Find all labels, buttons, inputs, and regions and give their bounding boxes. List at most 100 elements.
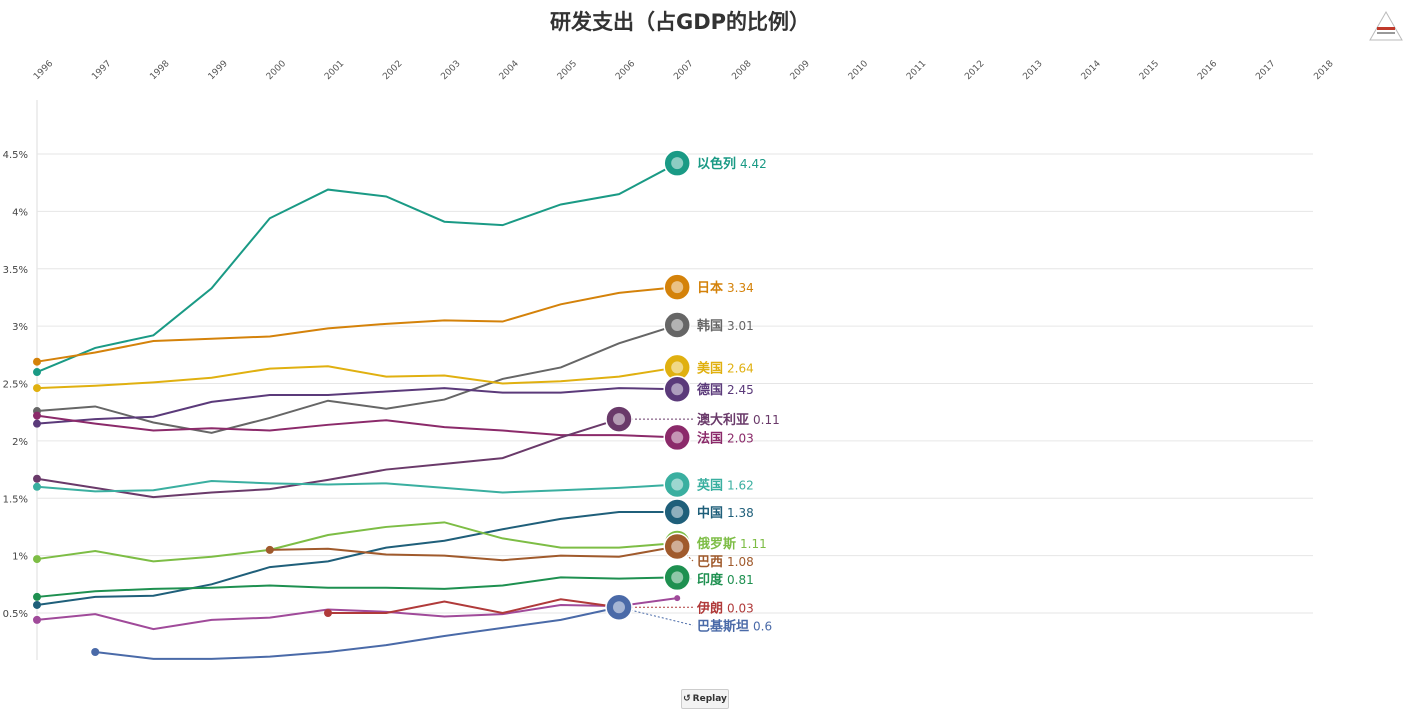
series-line	[36, 387, 678, 425]
series-label: 英国	[696, 477, 723, 493]
series-start-marker	[33, 411, 41, 420]
series-line	[36, 480, 678, 494]
flag-emblem	[671, 431, 684, 444]
series-label: 法国	[697, 430, 723, 446]
series-start-marker	[33, 615, 41, 624]
series-label: 中国	[697, 505, 723, 521]
series-label: 以色列	[697, 156, 736, 172]
series-line	[269, 545, 678, 562]
y-tick-label: 3%	[12, 322, 28, 333]
series-line	[328, 598, 620, 615]
series-value-label: 2.03	[727, 431, 754, 445]
chart-title: 研发支出（占GDP的比例）	[549, 10, 811, 34]
logo	[1369, 10, 1403, 41]
series-line	[36, 365, 678, 390]
flag-emblem	[671, 540, 684, 553]
series-value-label: 3.01	[727, 319, 754, 333]
series-start-marker	[33, 474, 41, 483]
y-tick-label: 2%	[12, 437, 28, 448]
series-label: 俄罗斯	[696, 536, 736, 552]
series-start-marker	[265, 545, 274, 554]
y-tick-label: 0.5%	[3, 609, 28, 620]
y-tick-label: 1.5%	[3, 494, 28, 505]
flag-emblem	[671, 281, 684, 294]
series-start-marker	[91, 648, 100, 657]
x-tick-label: 2007	[672, 59, 695, 82]
series-line	[36, 414, 678, 439]
y-tick-label: 4%	[12, 207, 28, 218]
y-tick-label: 1%	[12, 552, 28, 563]
series-line	[36, 576, 678, 598]
x-tick-label: 2009	[789, 59, 812, 82]
series-value-label: 0.6	[753, 619, 772, 633]
series-line	[36, 162, 678, 373]
series-end-marker	[674, 595, 681, 602]
series-value-label: 1.62	[727, 478, 754, 492]
x-tick-label: 2000	[265, 59, 288, 82]
x-tick-label: 2002	[381, 59, 404, 82]
x-tick-label: 2012	[963, 59, 986, 82]
series-start-marker	[33, 357, 41, 366]
series-label: 伊朗	[696, 600, 723, 616]
x-tick-label: 2011	[905, 59, 928, 82]
series-start-marker	[33, 368, 41, 377]
x-tick-label: 1998	[148, 59, 171, 82]
series-start-marker	[33, 592, 41, 601]
series-line	[36, 418, 620, 499]
x-tick-label: 2010	[847, 59, 870, 82]
series-label: 印度	[697, 572, 724, 588]
series-line	[36, 511, 678, 606]
replay-label: Replay	[692, 694, 727, 704]
series-label: 德国	[697, 382, 723, 398]
label-leader-line	[676, 546, 694, 562]
y-tick-label: 4.5%	[3, 150, 28, 161]
y-tick-label: 2.5%	[3, 380, 28, 391]
series-value-label: 1.38	[727, 506, 754, 520]
series-label: 澳大利亚	[697, 412, 749, 428]
x-tick-label: 2004	[498, 59, 521, 82]
x-tick-label: 2017	[1254, 59, 1277, 82]
flag-emblem	[671, 506, 684, 519]
x-tick-label: 2001	[323, 59, 346, 82]
x-tick-label: 2016	[1196, 59, 1219, 82]
series-value-label: 3.34	[727, 281, 754, 295]
series-start-marker	[33, 482, 41, 491]
flag-emblem	[671, 361, 684, 374]
series-value-label: 0.03	[727, 601, 754, 615]
x-tick-label: 2005	[556, 59, 579, 82]
flag-emblem	[671, 318, 684, 331]
replay-icon: ↺	[683, 694, 691, 704]
flag-emblem	[613, 601, 625, 614]
flag-emblem	[613, 413, 625, 426]
series-value-label: 0.11	[753, 413, 780, 427]
x-tick-label: 2015	[1138, 59, 1161, 82]
x-tick-label: 1996	[32, 59, 55, 82]
series-start-marker	[33, 384, 41, 393]
series-line	[36, 521, 678, 563]
series-start-marker	[33, 600, 41, 609]
series-value-label: 1.08	[727, 555, 754, 569]
series-start-marker	[324, 609, 332, 617]
x-tick-label: 2003	[439, 59, 462, 82]
x-tick-label: 2018	[1312, 59, 1335, 82]
flags	[605, 149, 691, 622]
series-value-label: 2.64	[727, 361, 754, 375]
series-label: 巴西	[697, 555, 723, 570]
series-label: 巴基斯坦	[697, 618, 749, 634]
x-tick-label: 2014	[1080, 59, 1103, 82]
series-line	[36, 597, 678, 631]
x-tick-label: 2013	[1021, 59, 1044, 82]
series-label: 美国	[697, 360, 723, 376]
series-value-label: 1.11	[740, 537, 767, 551]
series-value-label: 2.45	[727, 383, 754, 397]
replay-button[interactable]: ↺ Replay	[681, 689, 729, 709]
series-line	[36, 324, 678, 434]
flag-emblem	[671, 571, 684, 584]
series-label: 韩国	[697, 318, 723, 334]
series-start-marker	[33, 419, 41, 428]
series-value-label: 0.81	[727, 573, 754, 587]
x-tick-label: 1999	[207, 59, 230, 82]
flag-emblem	[671, 383, 684, 396]
